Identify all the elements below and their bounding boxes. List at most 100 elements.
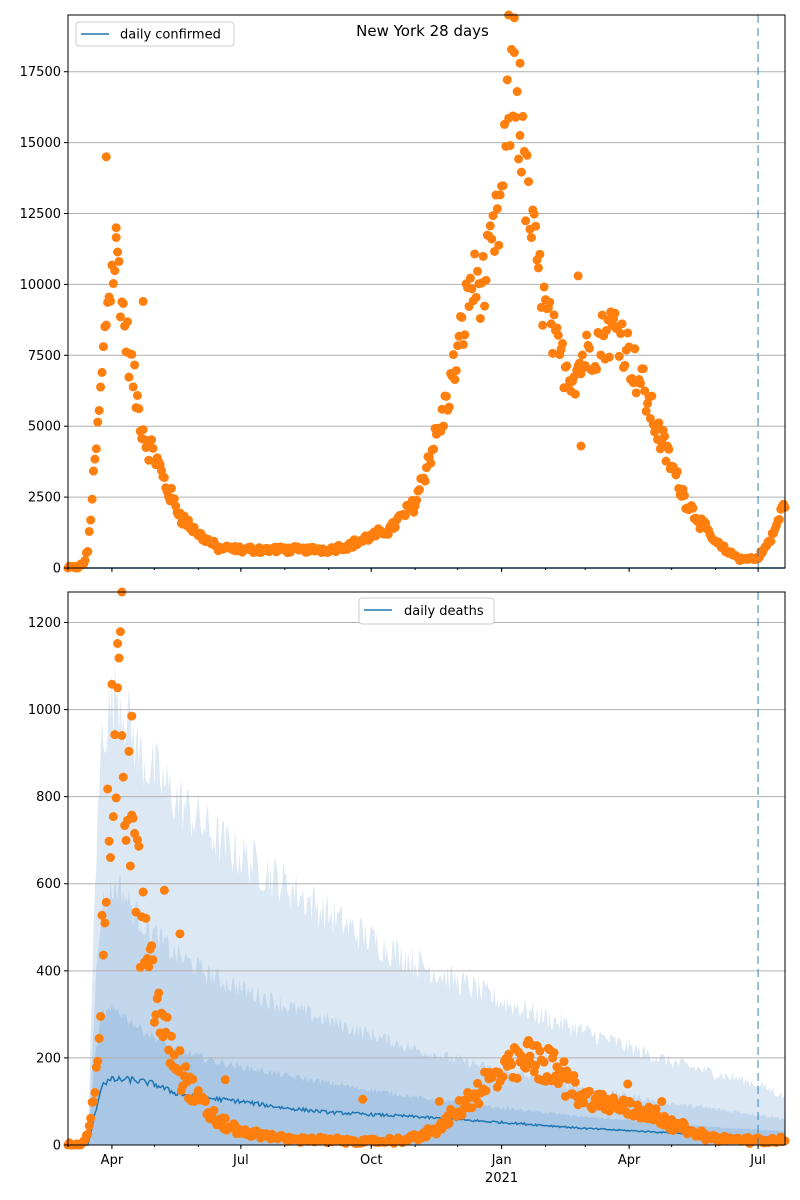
deaths-point xyxy=(101,897,111,907)
deaths-point xyxy=(125,861,135,871)
y-tick-label: 7500 xyxy=(28,349,61,364)
deaths-legend-label: daily deaths xyxy=(404,604,484,619)
confirmed-marks xyxy=(63,10,790,573)
confirmed-point xyxy=(688,503,698,513)
confirmed-point xyxy=(458,340,468,350)
confirmed-point xyxy=(106,296,116,306)
confirmed-point xyxy=(601,325,611,335)
deaths-axes-frame xyxy=(67,591,786,1146)
deaths-point xyxy=(175,929,185,939)
confirmed-point xyxy=(616,329,626,339)
confirmed-point xyxy=(679,491,689,501)
deaths-point xyxy=(188,1074,198,1084)
x-year-label: 2021 xyxy=(485,1171,518,1186)
deaths-point xyxy=(141,913,151,923)
confirmed-point xyxy=(539,282,549,292)
confirmed-point xyxy=(582,330,592,340)
confirmed-point xyxy=(441,391,451,401)
deaths-point xyxy=(147,941,157,951)
confirmed-gridlines xyxy=(68,71,785,569)
confirmed-point xyxy=(460,330,470,340)
confirmed-point xyxy=(774,515,784,525)
confirmed-point xyxy=(562,361,572,371)
confirmed-point xyxy=(113,247,123,257)
deaths-point xyxy=(114,653,124,663)
confirmed-point xyxy=(647,391,657,401)
deaths-point xyxy=(570,1077,580,1087)
deaths-point xyxy=(549,1048,559,1058)
deaths-point xyxy=(679,1119,689,1129)
confirmed-point xyxy=(111,232,121,242)
x-tick-label: Jan xyxy=(491,1153,512,1168)
deaths-point xyxy=(86,1113,96,1123)
confirmed-point xyxy=(473,266,483,276)
deaths-point xyxy=(113,683,123,693)
confirmed-point xyxy=(93,417,103,427)
deaths-point xyxy=(524,1035,534,1045)
confirmed-point xyxy=(635,378,645,388)
confirmed-point xyxy=(108,279,118,289)
deaths-point xyxy=(104,836,114,846)
confirmed-point xyxy=(515,58,525,68)
confirmed-point xyxy=(592,364,602,374)
deaths-point xyxy=(481,1086,491,1096)
deaths-point xyxy=(84,1121,94,1131)
confirmed-point xyxy=(97,367,107,377)
confirmed-point xyxy=(620,360,630,370)
confirmed-point xyxy=(390,522,400,532)
y-tick-label: 600 xyxy=(36,877,61,892)
x-tick-label: Apr xyxy=(101,1153,124,1168)
deaths-point xyxy=(94,1033,104,1043)
y-tick-label: 200 xyxy=(36,1051,61,1066)
confirmed-point xyxy=(577,350,587,360)
deaths-legend: daily deaths xyxy=(358,597,495,625)
deaths-x-ticks: Apr Jul Oct Jan Apr Jul xyxy=(67,1145,766,1168)
confirmed-point xyxy=(569,372,579,382)
confirmed-point xyxy=(533,263,543,273)
deaths-point xyxy=(657,1096,667,1106)
confirmed-point xyxy=(526,233,536,243)
confirmed-point xyxy=(641,406,651,416)
confirmed-point xyxy=(610,308,620,318)
deaths-point xyxy=(660,1111,670,1121)
deaths-point xyxy=(118,772,128,782)
chart-title: New York 28 days xyxy=(356,22,489,40)
confirmed-point xyxy=(130,360,140,370)
confirmed-point xyxy=(529,209,539,219)
deaths-point xyxy=(444,1118,454,1128)
deaths-point xyxy=(507,1060,517,1070)
y-tick-label: 5000 xyxy=(28,420,61,435)
confirmed-y-ticks: 0 2500 5000 7500 10000 12500 15000 17500 xyxy=(20,65,68,577)
confirmed-point xyxy=(558,339,568,349)
y-tick-label: 17500 xyxy=(20,65,61,80)
deaths-point xyxy=(108,812,118,822)
confirmed-point xyxy=(91,444,101,454)
confirmed-point xyxy=(549,310,559,320)
confirmed-axes-frame xyxy=(67,14,786,569)
confirmed-point xyxy=(138,425,148,435)
confirmed-point xyxy=(465,273,475,283)
deaths-point xyxy=(113,639,123,649)
confirmed-point xyxy=(383,529,393,539)
confirmed-point xyxy=(83,547,93,557)
confirmed-point xyxy=(90,454,100,464)
confirmed-point xyxy=(96,382,106,392)
deaths-point xyxy=(209,1105,219,1115)
confirmed-point xyxy=(148,443,158,453)
confirmed-legend: daily confirmed xyxy=(75,21,235,47)
confirmed-point xyxy=(457,312,467,322)
y-tick-label: 12500 xyxy=(20,207,61,222)
deaths-point xyxy=(159,885,169,895)
deaths-point xyxy=(569,1070,579,1080)
confirmed-point xyxy=(147,435,157,445)
confirmed-point xyxy=(766,536,776,546)
confirmed-point xyxy=(101,320,111,330)
deaths-point xyxy=(525,1051,535,1061)
confirmed-point xyxy=(660,431,670,441)
deaths-point xyxy=(100,918,110,928)
confirmed-point xyxy=(509,13,519,23)
confirmed-point xyxy=(573,271,583,281)
confirmed-point xyxy=(631,388,641,398)
confirmed-point xyxy=(514,154,524,164)
y-tick-label: 800 xyxy=(36,790,61,805)
